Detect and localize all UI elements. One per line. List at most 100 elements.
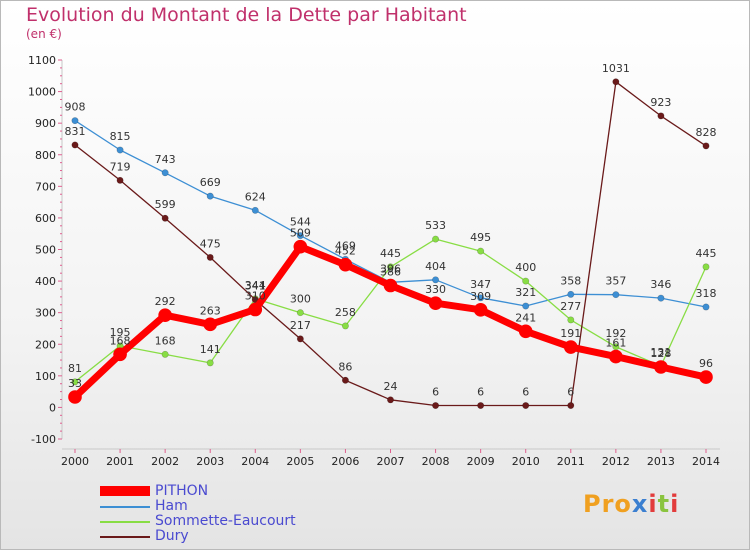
legend-swatch-ham bbox=[100, 506, 150, 508]
data-label: 258 bbox=[335, 306, 356, 319]
data-label: 310 bbox=[245, 290, 266, 303]
data-point bbox=[251, 206, 259, 214]
data-point bbox=[71, 141, 79, 149]
y-tick-label: 500 bbox=[35, 244, 56, 257]
data-point bbox=[563, 340, 578, 354]
legend-item-sommette: Sommette-Eaucourt bbox=[100, 513, 400, 529]
data-label: 624 bbox=[245, 190, 266, 203]
data-label: 330 bbox=[425, 283, 446, 296]
data-point bbox=[113, 347, 127, 362]
data-point bbox=[71, 378, 79, 386]
legend-swatch-dury bbox=[100, 536, 150, 538]
data-point bbox=[248, 302, 263, 317]
y-tick-label: 700 bbox=[35, 180, 56, 193]
data-label: 128 bbox=[650, 347, 671, 360]
data-label: 544 bbox=[290, 216, 311, 229]
data-point bbox=[296, 309, 304, 317]
data-label: 263 bbox=[200, 304, 221, 317]
y-tick-label: 100 bbox=[35, 370, 56, 383]
data-label: 81 bbox=[68, 362, 82, 375]
data-point bbox=[206, 359, 214, 367]
data-point bbox=[206, 253, 214, 261]
x-tick-label: 2001 bbox=[106, 455, 134, 468]
data-label: 404 bbox=[425, 260, 446, 273]
data-label: 1031 bbox=[602, 62, 630, 75]
data-point bbox=[116, 146, 124, 154]
data-point bbox=[68, 390, 82, 404]
data-point bbox=[657, 294, 665, 302]
data-label: 386 bbox=[380, 266, 401, 279]
data-point bbox=[296, 232, 304, 240]
data-label: 24 bbox=[384, 380, 398, 393]
data-label: 743 bbox=[155, 153, 176, 166]
data-label: 168 bbox=[155, 334, 176, 347]
data-label: 309 bbox=[470, 290, 491, 303]
data-point bbox=[206, 192, 214, 200]
data-label: 6 bbox=[432, 386, 439, 399]
data-point bbox=[203, 317, 218, 332]
data-label: 241 bbox=[515, 311, 536, 324]
legend-label-pithon: PITHON bbox=[155, 483, 209, 499]
data-label: 509 bbox=[290, 227, 311, 240]
chart-unit: (en €) bbox=[26, 27, 62, 41]
data-point bbox=[338, 257, 353, 272]
data-label: 396 bbox=[380, 262, 401, 275]
data-label: 475 bbox=[200, 237, 221, 250]
data-point bbox=[383, 278, 398, 293]
data-point bbox=[567, 290, 575, 298]
data-point bbox=[518, 324, 533, 339]
data-point bbox=[702, 303, 710, 311]
x-tick-label: 2004 bbox=[241, 455, 269, 468]
data-label: 161 bbox=[605, 337, 626, 350]
x-tick-label: 2007 bbox=[377, 455, 405, 468]
y-tick-label: 300 bbox=[35, 307, 56, 320]
data-point bbox=[522, 277, 530, 285]
data-point bbox=[161, 214, 169, 222]
data-label: 599 bbox=[155, 198, 176, 211]
data-label: 828 bbox=[696, 126, 717, 139]
data-label: 400 bbox=[515, 261, 536, 274]
data-label: 358 bbox=[560, 274, 581, 287]
data-point bbox=[71, 117, 79, 125]
data-point bbox=[702, 142, 710, 150]
data-label: 6 bbox=[567, 386, 574, 399]
legend-label-ham: Ham bbox=[155, 498, 188, 514]
x-tick-label: 2000 bbox=[61, 455, 89, 468]
data-label: 445 bbox=[696, 247, 717, 260]
data-label: 141 bbox=[200, 343, 221, 356]
data-label: 300 bbox=[290, 293, 311, 306]
data-label: 445 bbox=[380, 247, 401, 260]
data-point bbox=[522, 302, 530, 310]
data-point bbox=[432, 402, 440, 410]
y-tick-label: 1000 bbox=[28, 86, 56, 99]
y-tick-label: 200 bbox=[35, 338, 56, 351]
legend-label-sommette: Sommette-Eaucourt bbox=[155, 513, 296, 529]
data-label: 6 bbox=[477, 386, 484, 399]
data-point bbox=[567, 402, 575, 410]
data-point bbox=[341, 376, 349, 384]
data-point bbox=[477, 247, 485, 255]
data-point bbox=[161, 169, 169, 177]
x-tick-label: 2011 bbox=[557, 455, 585, 468]
x-tick-label: 2013 bbox=[647, 455, 675, 468]
data-point bbox=[158, 308, 172, 322]
data-label: 168 bbox=[110, 334, 131, 347]
data-point bbox=[386, 396, 394, 404]
x-tick-label: 2010 bbox=[512, 455, 540, 468]
x-tick-label: 2009 bbox=[467, 455, 495, 468]
data-point bbox=[702, 263, 710, 271]
data-label: 192 bbox=[605, 327, 626, 340]
data-label: 131 bbox=[650, 346, 671, 359]
data-label: 347 bbox=[470, 278, 491, 291]
data-point bbox=[116, 176, 124, 184]
data-point bbox=[612, 291, 620, 299]
legend-swatch-sommette bbox=[100, 521, 150, 523]
data-label: 669 bbox=[200, 176, 221, 189]
y-tick-label: 0 bbox=[49, 401, 56, 414]
y-tick-label: 600 bbox=[35, 212, 56, 225]
data-label: 495 bbox=[470, 231, 491, 244]
data-point bbox=[567, 316, 575, 324]
data-label: 86 bbox=[338, 360, 352, 373]
data-point bbox=[432, 276, 440, 284]
data-point bbox=[161, 350, 169, 358]
